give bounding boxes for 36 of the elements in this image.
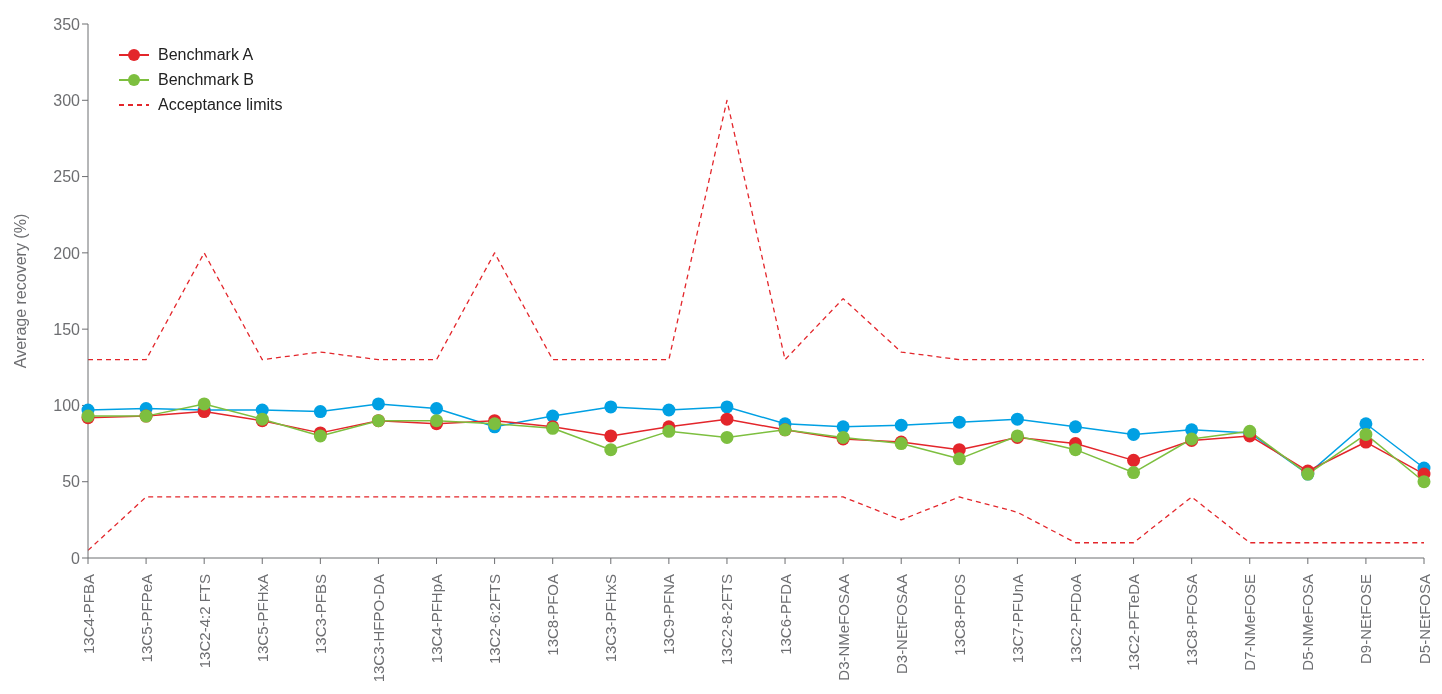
x-tick-label: 13C2-PFDoA [1066, 574, 1084, 664]
x-tick-label: 13C2-6:2FTS [486, 574, 504, 665]
x-tick-label: 13C9-PFNA [660, 574, 678, 655]
x-tick-label: D5-NEtFOSA [1415, 574, 1433, 665]
x-tick-label: 13C2-4:2 FTS [195, 574, 213, 669]
x-tick-label: 13C5-PFHxA [253, 574, 271, 663]
x-tick-label: 13C8-PFOSA [1183, 574, 1201, 666]
y-tick-label: 150 [53, 320, 81, 338]
legend-label: Benchmark A [158, 45, 254, 64]
x-tick-label: 13C6-PFDA [776, 574, 794, 655]
x-tick-label: 13C3-HFPO-DA [369, 574, 387, 683]
x-tick-label: D9-NEtFOSE [1357, 574, 1375, 665]
y-tick-label: 300 [53, 91, 81, 109]
y-tick-label: 0 [71, 549, 81, 567]
y-tick-label: 200 [53, 244, 81, 262]
legend-label: Acceptance limits [158, 95, 283, 114]
y-tick-label: 100 [53, 397, 81, 415]
y-axis-title: Average recovery (%) [11, 213, 29, 369]
x-tick-label: D7-NMeFOSE [1241, 574, 1259, 671]
x-tick-label: 13C2-PFTeDA [1125, 574, 1143, 671]
x-tick-label: D3-NMeFOSAA [834, 574, 852, 681]
x-tick-label: D5-NMeFOSA [1299, 574, 1317, 671]
y-tick-label: 250 [53, 168, 81, 186]
y-tick-label: 350 [53, 15, 81, 33]
x-tick-label: 13C3-PFHxS [602, 574, 620, 663]
x-tick-label: D3-NEtFOSAA [892, 574, 910, 675]
x-tick-label: 13C2-8-2FTS [718, 574, 736, 665]
x-tick-label: 13C4-PFHpA [428, 574, 446, 664]
x-tick-label: 13C4-PFBA [79, 574, 97, 655]
x-tick-label: 13C5-PFPeA [137, 574, 155, 663]
y-tick-label: 50 [62, 473, 81, 491]
x-tick-label: 13C8-PFOA [544, 574, 562, 656]
x-tick-label: 13C3-PFBS [311, 574, 329, 655]
x-tick-label: 13C8-PFOS [950, 574, 968, 656]
x-tick-label: 13C7-PFUnA [1008, 574, 1026, 664]
legend-label: Benchmark B [158, 70, 255, 89]
